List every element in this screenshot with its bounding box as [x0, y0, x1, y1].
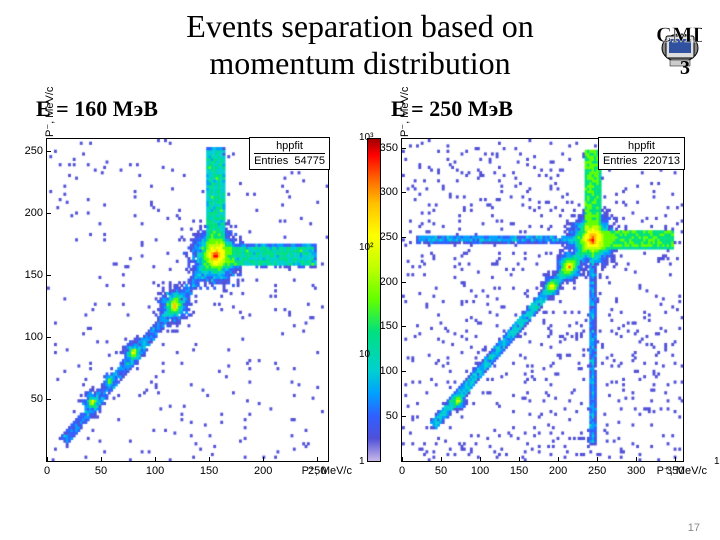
- slide-title: Events separation based onmomentum distr…: [0, 0, 720, 82]
- energy-label-left: E = 160 МэВ: [36, 96, 357, 122]
- stat-box: hppfitEntries 54775: [249, 137, 330, 171]
- plot-right: E = 250 МэВ P⁻, MeV/cP⁺, MeV/c5010015020…: [363, 92, 712, 490]
- plots-row: E = 160 МэВ P⁻, MeV/cP⁺, MeV/c5010015020…: [0, 82, 720, 490]
- energy-label-right: E = 250 МэВ: [391, 96, 712, 122]
- svg-text:CMD: CMD: [656, 22, 702, 47]
- y-axis-label: P⁻, MeV/c: [398, 86, 411, 136]
- page-number: 17: [688, 522, 700, 534]
- y-axis-label: P⁻, MeV/c: [43, 86, 56, 136]
- plot-left: E = 160 МэВ P⁻, MeV/cP⁺, MeV/c5010015020…: [8, 92, 357, 490]
- stat-box: hppfitEntries 220713: [598, 137, 685, 171]
- svg-text:3: 3: [680, 57, 690, 78]
- cmd3-logo: CMD 3: [632, 8, 702, 78]
